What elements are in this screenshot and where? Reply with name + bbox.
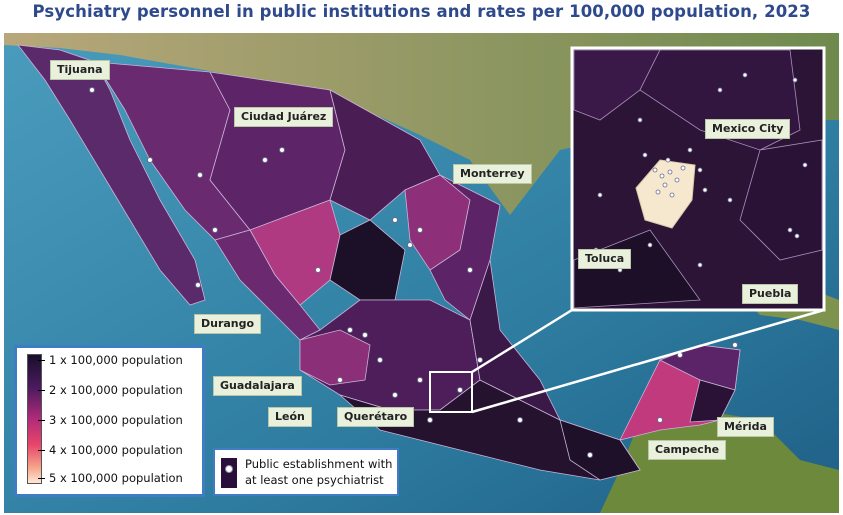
legend-color-scale xyxy=(27,354,42,484)
inset-marker xyxy=(429,371,473,413)
legend-item-4: 4 x 100,000 population xyxy=(49,443,183,457)
label-mexico-city: Mexico City xyxy=(705,119,791,139)
establishment-swatch xyxy=(221,458,237,488)
label-guadalajara: Guadalajara xyxy=(213,376,302,396)
establishment-legend-text: Public establishment with at least one p… xyxy=(245,456,392,488)
label-durango: Durango xyxy=(194,314,262,334)
establishment-legend: Public establishment with at least one p… xyxy=(213,448,399,496)
label-toluca: Toluca xyxy=(578,249,632,269)
establishment-line-1: Public establishment with xyxy=(245,457,393,471)
color-legend: 1 x 100,000 population 2 x 100,000 popul… xyxy=(14,345,205,497)
label-monterrey: Monterrey xyxy=(453,164,532,184)
establishment-line-2: at least one psychiatrist xyxy=(245,473,384,487)
state-tamaulipas xyxy=(429,174,501,321)
legend-tick xyxy=(38,478,45,479)
label-merida: Mérida xyxy=(717,417,774,437)
inset-region-c xyxy=(739,139,823,261)
label-queretaro: Querétaro xyxy=(337,407,415,427)
legend-item-3: 3 x 100,000 population xyxy=(49,413,183,427)
map-title: Psychiatry personnel in public instituti… xyxy=(32,2,811,21)
legend-tick xyxy=(38,390,45,391)
legend-item-5: 5 x 100,000 population xyxy=(49,471,183,485)
label-tijuana: Tijuana xyxy=(50,60,110,80)
inset-connector-bottom xyxy=(471,308,825,414)
state-veracruz xyxy=(469,259,561,421)
legend-tick xyxy=(38,450,45,451)
legend-tick xyxy=(38,420,45,421)
establishment-dots xyxy=(57,69,738,458)
state-chiapas xyxy=(559,419,641,481)
legend-item-2: 2 x 100,000 population xyxy=(49,383,183,397)
mexico-city-area xyxy=(635,159,696,229)
establishment-dot-icon xyxy=(225,465,233,473)
legend-tick xyxy=(38,360,45,361)
central-america-landmass xyxy=(600,410,839,513)
label-leon: León xyxy=(268,407,312,427)
label-puebla: Puebla xyxy=(742,284,799,304)
inset-connector-top xyxy=(471,308,573,374)
state-jalisco xyxy=(299,329,371,386)
state-coahuila xyxy=(329,89,441,221)
label-campeche: Campeche xyxy=(648,440,727,460)
label-ciudad-juarez: Ciudad Juárez xyxy=(234,107,334,127)
inset-region-a xyxy=(573,49,661,121)
legend-item-1: 1 x 100,000 population xyxy=(49,353,183,367)
